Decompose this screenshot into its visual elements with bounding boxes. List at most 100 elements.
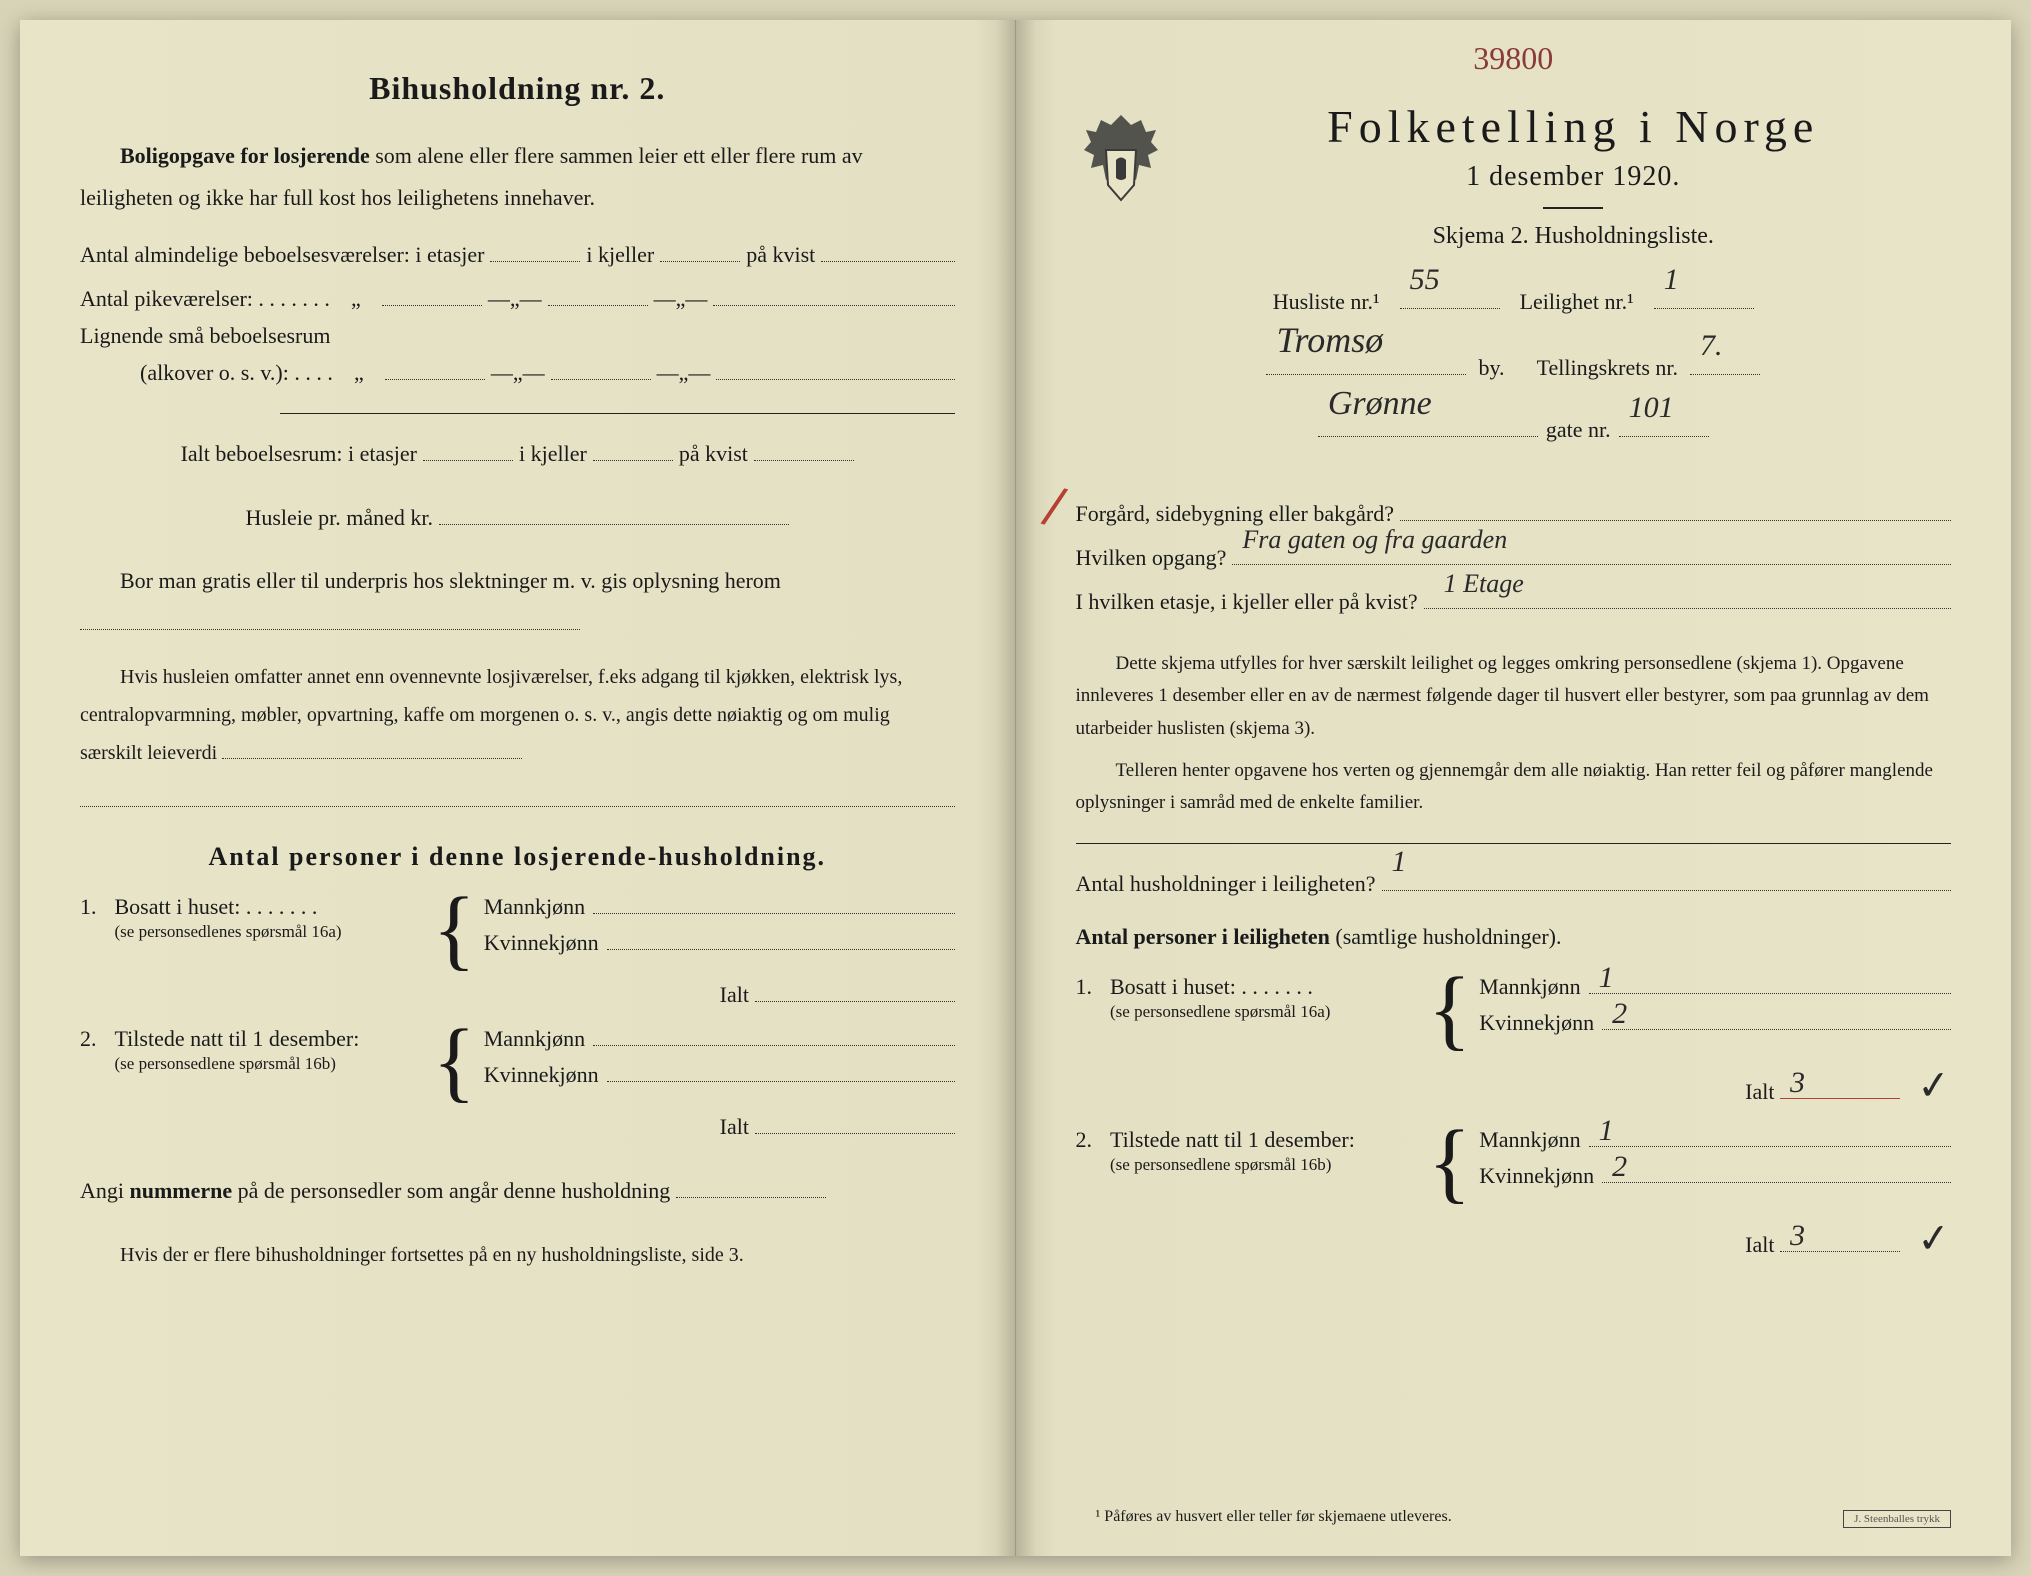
angi-bold: nummerne xyxy=(130,1178,233,1203)
fortsatt-line: Hvis der er flere bihusholdninger fortse… xyxy=(80,1236,955,1274)
right-ialt-1: Ialt 3 ✓ xyxy=(1076,1062,1952,1109)
ialt-kvist-blank xyxy=(754,460,854,461)
r-item1-label: Bosatt i huset: . . . . . . . xyxy=(1110,974,1313,999)
r2-mann-value: 1 xyxy=(1599,1114,1614,1148)
ialt-label: Ialt xyxy=(720,1114,749,1139)
gate-row: Grønne gate nr. 101 xyxy=(1076,408,1952,452)
brace-icon: { xyxy=(1428,1127,1471,1199)
right-ialt-2: Ialt 3 ✓ xyxy=(1076,1215,1952,1262)
kvist-label: på kvist xyxy=(746,233,815,277)
r2-mann-field: 1 xyxy=(1589,1146,1951,1147)
gratis-blank xyxy=(80,629,580,630)
gratis-paragraph: Bor man gratis eller til underpris hos s… xyxy=(80,560,955,644)
ialt-rooms-line: Ialt beboelsesrum: i etasjer i kjeller p… xyxy=(80,432,955,476)
antal-hush-field: 1 xyxy=(1382,890,1952,891)
r-item2-label: Tilstede natt til 1 desember: xyxy=(1110,1127,1355,1152)
r-item1-sub: (se personsedlene spørsmål 16a) xyxy=(1110,1002,1410,1022)
ialt-kvist-label: på kvist xyxy=(679,432,748,476)
item2-label-block: Tilstede natt til 1 desember: (se person… xyxy=(115,1026,415,1074)
opgang-field: Fra gaten og fra gaarden xyxy=(1232,564,1951,565)
lignende-blank1 xyxy=(385,379,485,380)
l2-ialt-blank xyxy=(755,1133,955,1134)
by-value: Tromsø xyxy=(1276,304,1383,376)
husleie-label: Husleie pr. måned kr. xyxy=(245,496,433,540)
etasje-row: I hvilken etasje, i kjeller eller på kvi… xyxy=(1076,580,1952,624)
angi-blank xyxy=(676,1197,826,1198)
husleie-blank xyxy=(439,524,789,525)
by-suffix: by. xyxy=(1478,346,1504,390)
omfatter-paragraph: Hvis husleien omfatter annet enn ovennev… xyxy=(80,658,955,772)
antal-pers-bold: Antal personer i leiligheten xyxy=(1076,924,1330,949)
skjema-line: Skjema 2. Husholdningsliste. xyxy=(1196,223,1952,250)
left-subsection-title: Antal personer i denne losjerende-hushol… xyxy=(80,842,955,872)
r2-ialt-value: 3 xyxy=(1790,1219,1805,1253)
kvinne-label: Kvinnekjønn xyxy=(484,1062,599,1088)
pencil-annotation: 39800 xyxy=(1473,40,1553,77)
rooms-line: Antal almindelige beboelsesværelser: i e… xyxy=(80,233,955,277)
intro-paragraph: Boligopgave for losjerende som alene ell… xyxy=(80,135,955,219)
pike-label: Antal pikeværelser: . . . . . . . xyxy=(80,277,330,321)
kvinne-label: Kvinnekjønn xyxy=(1479,1163,1594,1189)
red-mark: / xyxy=(1037,471,1071,542)
mann-label: Mannkjønn xyxy=(1479,1127,1580,1153)
brace-icon: { xyxy=(1428,974,1471,1046)
kvinne-label: Kvinnekjønn xyxy=(1479,1010,1594,1036)
etasje-field: 1 Etage xyxy=(1424,608,1951,609)
kvinne-label: Kvinnekjønn xyxy=(484,930,599,956)
tellingskrets-field: 7. xyxy=(1690,374,1760,375)
r-item1-label-block: Bosatt i huset: . . . . . . . (se person… xyxy=(1110,974,1410,1022)
item1-label-block: Bosatt i huset: . . . . . . . (se person… xyxy=(115,894,415,942)
rooms-kvist-blank xyxy=(821,261,954,262)
rooms-etasjer-blank xyxy=(490,261,580,262)
tellingskrets-value: 7. xyxy=(1700,316,1723,376)
r2-kvinne-value: 2 xyxy=(1612,1150,1627,1184)
mann-label: Mannkjønn xyxy=(484,1026,585,1052)
rooms-label: Antal almindelige beboelsesværelser: i e… xyxy=(80,233,484,277)
husleie-line: Husleie pr. måned kr. xyxy=(80,496,955,540)
intro-bold: Boligopgave for losjerende xyxy=(120,143,370,168)
brace-icon: { xyxy=(433,894,476,966)
lignende-blank2 xyxy=(551,379,651,380)
etasje-label: I hvilken etasje, i kjeller eller på kvi… xyxy=(1076,580,1418,624)
r1-kvinne-value: 2 xyxy=(1612,997,1627,1031)
l1-mann-blank xyxy=(593,913,954,914)
l2-mann-blank xyxy=(593,1045,954,1046)
leilighet-field: 1 xyxy=(1654,308,1754,309)
leilighet-value: 1 xyxy=(1664,250,1679,310)
gate-value: Grønne xyxy=(1328,370,1432,438)
omfatter-text: Hvis husleien omfatter annet enn ovennev… xyxy=(80,666,902,764)
kjeller-label: i kjeller xyxy=(586,233,654,277)
r-item2-sub: (se personsedlene spørsmål 16b) xyxy=(1110,1155,1410,1175)
check-mark-icon: ✓ xyxy=(1916,1061,1953,1111)
antal-hush-value: 1 xyxy=(1392,832,1407,892)
left-item-1: 1. Bosatt i huset: . . . . . . . (se per… xyxy=(80,894,955,966)
mann-label: Mannkjønn xyxy=(484,894,585,920)
r2-ialt-field: 3 xyxy=(1780,1251,1900,1252)
gate-suffix: gate nr. xyxy=(1546,408,1611,452)
angi-line: Angi nummerne på de personsedler som ang… xyxy=(80,1170,955,1212)
r-item2-number: 2. xyxy=(1076,1127,1093,1153)
ialt-kjeller-blank xyxy=(593,460,673,461)
by-row: Tromsø by. Tellingskrets nr. 7. xyxy=(1076,346,1952,390)
leilighet-label: Leilighet nr.¹ xyxy=(1520,280,1634,324)
right-item-1: 1. Bosatt i huset: . . . . . . . (se per… xyxy=(1076,974,1952,1046)
pike-blank1 xyxy=(382,305,482,306)
lignende-label2: (alkover o. s. v.): . . . . xyxy=(80,351,333,395)
printer-stamp: J. Steenballes trykk xyxy=(1843,1510,1951,1528)
left-ialt-1: Ialt xyxy=(80,982,955,1008)
census-document: Bihusholdning nr. 2. Boligopgave for los… xyxy=(20,20,2011,1556)
check-mark-icon: ✓ xyxy=(1916,1214,1953,1264)
left-page: Bihusholdning nr. 2. Boligopgave for los… xyxy=(20,20,1016,1556)
r2-kvinne-field: 2 xyxy=(1602,1182,1951,1183)
forgard-row: Forgård, sidebygning eller bakgård? xyxy=(1076,492,1952,536)
r1-ialt-value: 3 xyxy=(1790,1066,1805,1100)
husliste-row: Husliste nr.¹ 55 Leilighet nr.¹ 1 xyxy=(1076,280,1952,324)
r1-mann-field: 1 xyxy=(1589,993,1951,994)
instructions-1: Dette skjema utfylles for hver særskilt … xyxy=(1076,648,1952,745)
antal-pers-heading: Antal personer i leiligheten (samtlige h… xyxy=(1076,916,1952,958)
instructions-2: Telleren henter opgavene hos verten og g… xyxy=(1076,755,1952,820)
left-title: Bihusholdning nr. 2. xyxy=(80,70,955,107)
l1-ialt-blank xyxy=(755,1001,955,1002)
right-item-2: 2. Tilstede natt til 1 desember: (se per… xyxy=(1076,1127,1952,1199)
lignende-label1: Lignende små beboelsesrum xyxy=(80,321,955,352)
